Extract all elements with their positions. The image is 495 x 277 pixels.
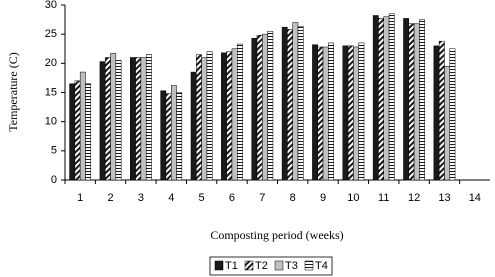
bar [353, 46, 359, 181]
y-tick-label: 25 [45, 28, 57, 40]
bar [201, 57, 208, 181]
bar [237, 43, 243, 181]
legend-frame [209, 256, 333, 276]
x-tick-label: 5 [199, 192, 205, 204]
bar [171, 85, 177, 181]
bar [322, 46, 329, 181]
bar [342, 45, 349, 181]
bar [69, 83, 76, 181]
bar [231, 48, 238, 181]
bar [408, 23, 415, 181]
x-tick-label: 10 [347, 192, 359, 204]
x-tick-label: 13 [438, 192, 450, 204]
legend-label: T3 [285, 260, 298, 272]
y-tick-label: 30 [45, 0, 57, 11]
x-tick-label: 14 [469, 192, 481, 204]
bar [419, 19, 425, 181]
bar [110, 53, 117, 181]
bar [383, 16, 390, 181]
bar [190, 71, 197, 181]
bar [403, 18, 410, 181]
bar [251, 38, 258, 181]
y-tick-label: 5 [51, 145, 57, 157]
bar [438, 40, 445, 181]
x-tick-label: 7 [259, 192, 265, 204]
bar [444, 66, 451, 181]
bar [413, 23, 420, 181]
x-tick-label: 11 [378, 192, 389, 204]
bar [281, 26, 288, 181]
bar [262, 33, 268, 181]
bar [433, 45, 440, 181]
bar [99, 61, 106, 181]
bar [85, 83, 92, 181]
legend-swatch [274, 260, 284, 271]
x-tick-label: 1 [77, 192, 83, 204]
x-tick-label: 2 [107, 192, 113, 204]
y-tick-label: 15 [45, 86, 57, 98]
y-tick-label: 20 [45, 57, 57, 69]
y-axis-label: Temperature (C) [6, 52, 20, 131]
bar [378, 18, 384, 181]
bar [176, 92, 183, 181]
y-tick-label: 10 [45, 116, 57, 128]
bar [74, 80, 81, 181]
legend-label: T1 [225, 260, 238, 272]
y-tick-label: 0 [51, 174, 57, 186]
bar [358, 42, 365, 181]
bar [449, 48, 456, 181]
bar [145, 54, 152, 181]
legend-label: T4 [315, 260, 328, 272]
x-axis-label: Composting period (weeks) [210, 228, 343, 242]
bar [317, 46, 324, 181]
bar [115, 60, 122, 181]
legend-swatch [304, 260, 314, 271]
bar [79, 71, 86, 181]
legend-label: T2 [255, 260, 268, 272]
x-tick-label: 4 [168, 192, 174, 204]
bar [140, 57, 147, 181]
legend-swatch [214, 260, 224, 271]
bar [135, 57, 142, 181]
bar [267, 31, 274, 181]
bar [130, 57, 136, 181]
bar [196, 54, 202, 181]
bar [256, 35, 263, 181]
bar [372, 15, 379, 181]
bar [287, 29, 293, 181]
bar [104, 57, 111, 181]
x-tick-label: 8 [290, 192, 296, 204]
bar [312, 44, 318, 181]
legend-swatch [244, 260, 254, 271]
bar [328, 42, 334, 181]
bar [347, 45, 354, 181]
x-tick-label: 3 [138, 192, 144, 204]
bar [160, 90, 167, 181]
bar [206, 51, 213, 181]
bar [226, 51, 233, 181]
x-tick-label: 6 [229, 192, 235, 204]
bar [165, 93, 172, 181]
bar [221, 52, 227, 181]
bar [388, 13, 395, 181]
x-tick-label: 9 [320, 192, 326, 204]
bar [292, 22, 299, 181]
bar [297, 26, 304, 181]
x-tick-label: 12 [408, 192, 420, 204]
